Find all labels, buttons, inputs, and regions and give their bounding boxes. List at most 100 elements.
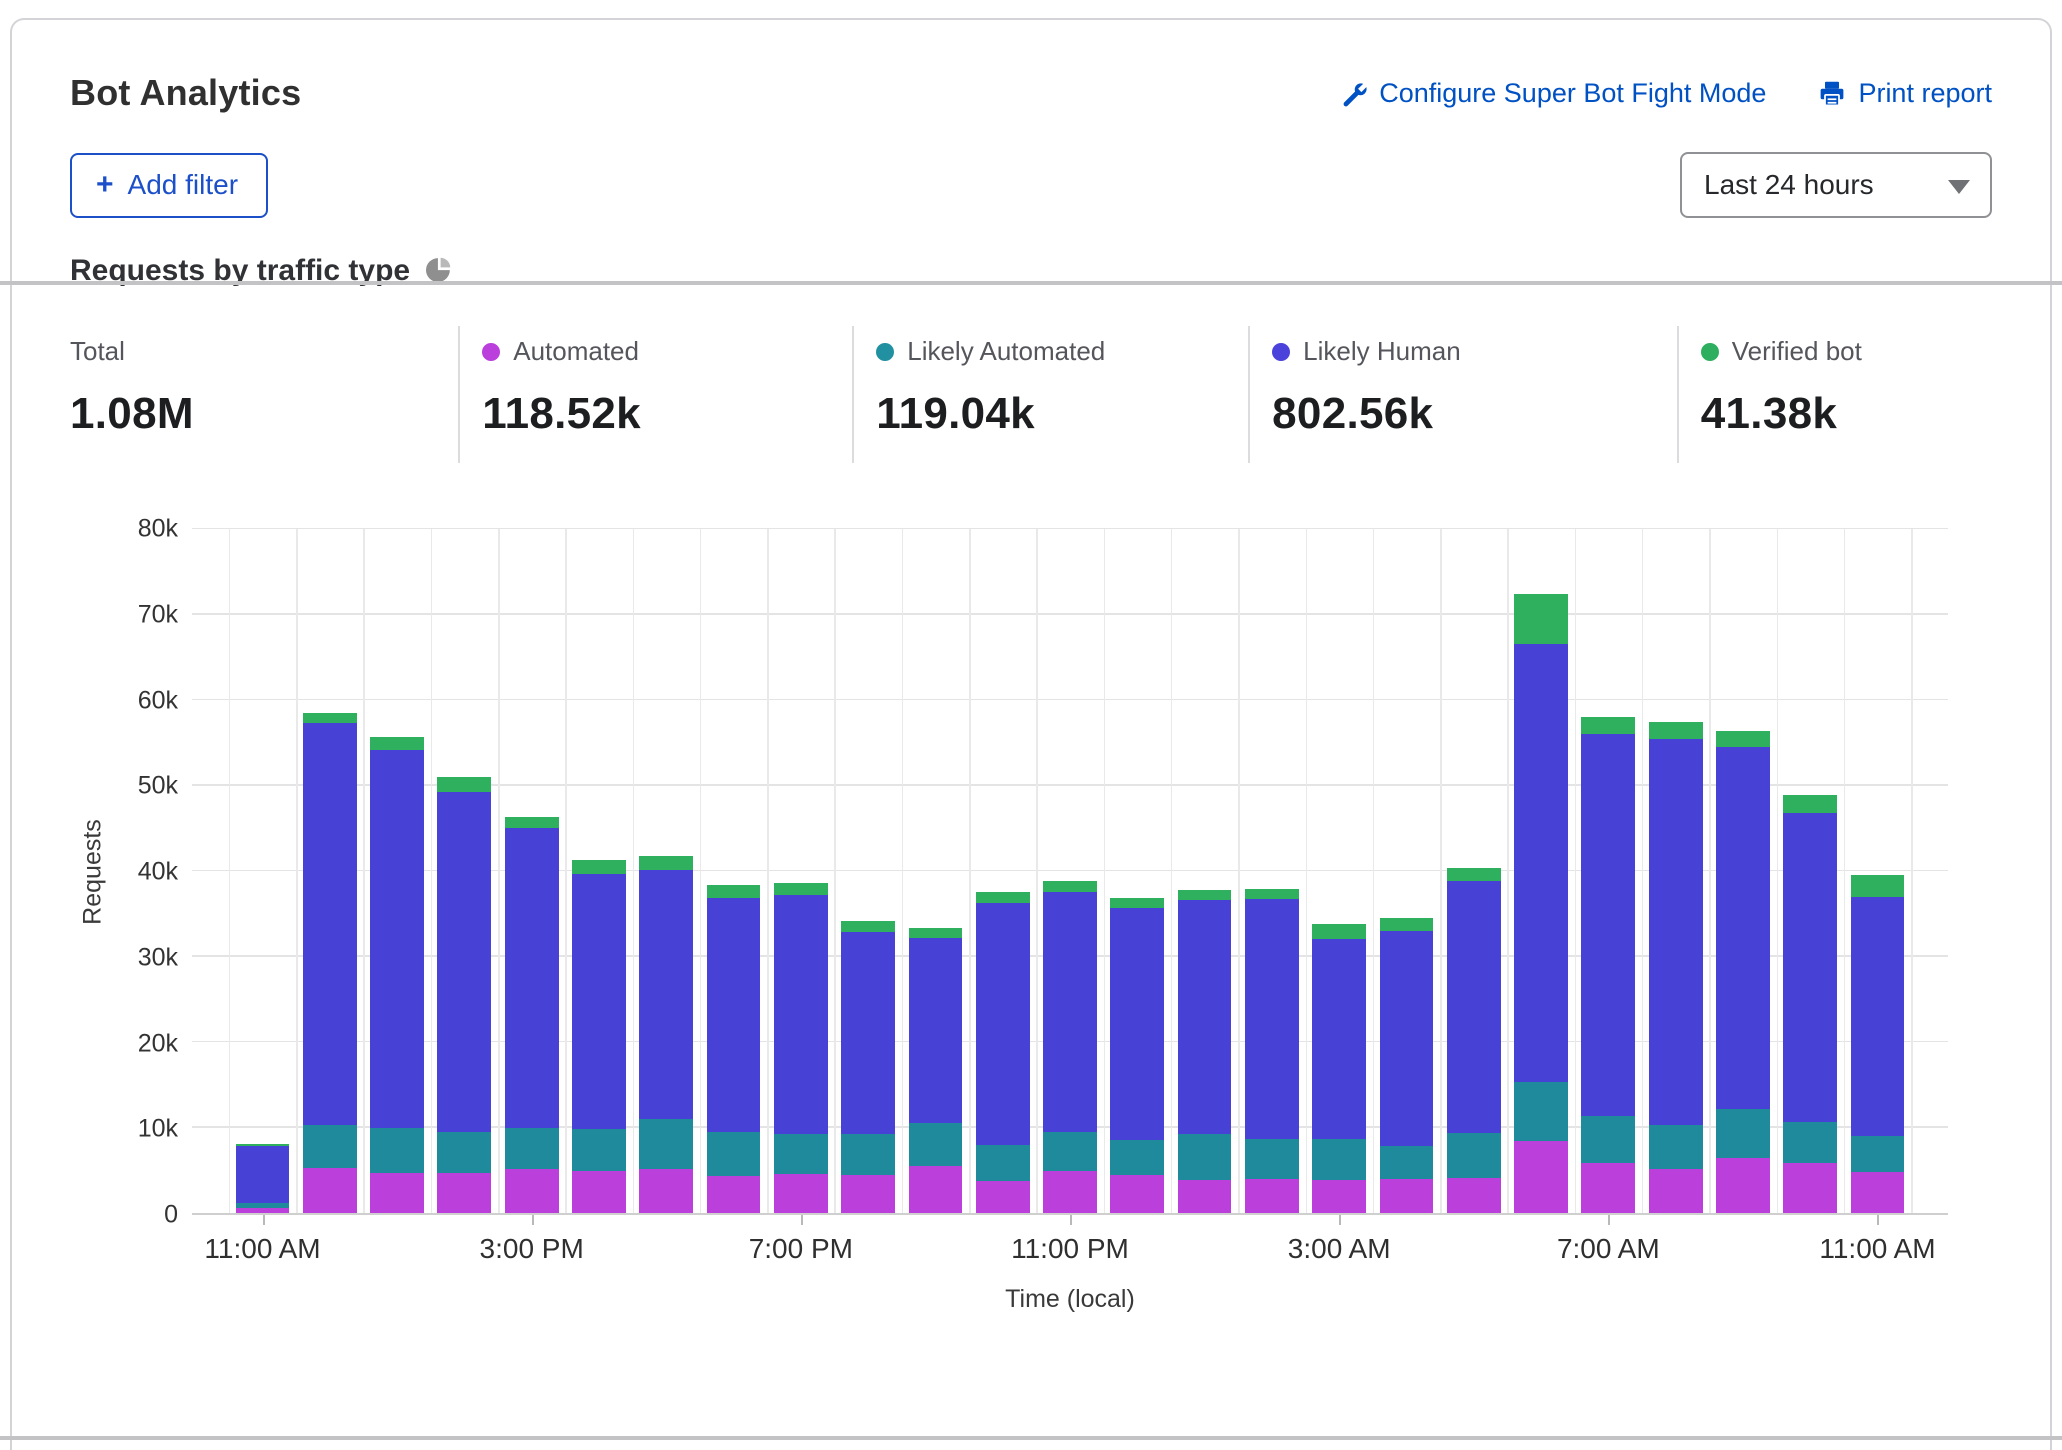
bar-segment-verified-bot[interactable] [1783,795,1837,813]
bar-segment-verified-bot[interactable] [639,856,693,871]
bar-segment-automated[interactable] [1783,1163,1837,1213]
bar-segment-likely-human[interactable] [1312,939,1366,1139]
bar-segment-verified-bot[interactable] [841,921,895,932]
bar-segment-verified-bot[interactable] [909,928,963,937]
bar-segment-verified-bot[interactable] [1043,881,1097,891]
bar-segment-automated[interactable] [437,1173,491,1213]
bar-segment-automated[interactable] [572,1171,626,1213]
bar-segment-automated[interactable] [1178,1180,1232,1213]
bar-segment-likely-automated[interactable] [1783,1122,1837,1164]
bar-segment-automated[interactable] [370,1173,424,1213]
bar-segment-verified-bot[interactable] [1514,594,1568,644]
bar-segment-likely-automated[interactable] [1380,1146,1434,1178]
bar-segment-likely-automated[interactable] [909,1123,963,1166]
bar-segment-automated[interactable] [1649,1169,1703,1213]
time-range-dropdown[interactable]: Last 24 hours [1680,152,1992,218]
bar-segment-verified-bot[interactable] [1649,722,1703,739]
bar-segment-likely-human[interactable] [774,895,828,1134]
bar-segment-likely-human[interactable] [236,1146,290,1202]
bar-segment-likely-human[interactable] [1178,900,1232,1134]
bar-segment-likely-automated[interactable] [1110,1140,1164,1175]
bar-segment-likely-automated[interactable] [370,1128,424,1173]
bar-segment-automated[interactable] [639,1169,693,1213]
bar-segment-automated[interactable] [976,1181,1030,1213]
bar-segment-likely-human[interactable] [370,750,424,1127]
bar-segment-verified-bot[interactable] [1245,889,1299,899]
bar-segment-likely-human[interactable] [1783,813,1837,1122]
bar-segment-automated[interactable] [1043,1171,1097,1213]
bar-segment-likely-human[interactable] [1716,747,1770,1109]
bar-segment-automated[interactable] [909,1166,963,1213]
bar-segment-automated[interactable] [707,1176,761,1213]
bar-segment-likely-human[interactable] [437,792,491,1132]
bar-segment-likely-human[interactable] [1851,897,1905,1136]
bar-segment-likely-automated[interactable] [1649,1125,1703,1169]
add-filter-button[interactable]: + Add filter [70,153,268,218]
bar-segment-likely-automated[interactable] [1514,1082,1568,1141]
bar-segment-verified-bot[interactable] [1110,898,1164,908]
bar-segment-likely-human[interactable] [1649,739,1703,1125]
bar-segment-likely-human[interactable] [572,874,626,1130]
bar-segment-automated[interactable] [1447,1178,1501,1213]
bar-segment-verified-bot[interactable] [1312,924,1366,939]
bar-segment-verified-bot[interactable] [774,883,828,895]
bar-segment-likely-automated[interactable] [707,1132,761,1176]
bar-segment-likely-human[interactable] [1043,892,1097,1132]
bar-segment-likely-automated[interactable] [841,1134,895,1175]
bar-segment-likely-automated[interactable] [303,1125,357,1168]
bar-segment-verified-bot[interactable] [1851,875,1905,896]
bar-segment-verified-bot[interactable] [370,737,424,751]
bar-segment-likely-human[interactable] [1110,908,1164,1141]
bar-segment-likely-automated[interactable] [1716,1109,1770,1159]
bar-segment-verified-bot[interactable] [1380,918,1434,931]
bar-segment-likely-automated[interactable] [236,1203,290,1208]
bar-segment-automated[interactable] [1716,1158,1770,1213]
bar-segment-verified-bot[interactable] [572,860,626,874]
bar-segment-likely-human[interactable] [707,898,761,1132]
bar-segment-likely-human[interactable] [505,828,559,1127]
bar-segment-automated[interactable] [1851,1172,1905,1213]
bar-segment-likely-human[interactable] [639,870,693,1119]
bar-segment-likely-automated[interactable] [639,1119,693,1169]
bar-segment-likely-human[interactable] [1380,931,1434,1146]
bar-segment-automated[interactable] [236,1208,290,1213]
bar-segment-likely-automated[interactable] [1447,1133,1501,1178]
bar-segment-automated[interactable] [1312,1180,1366,1213]
bar-segment-likely-automated[interactable] [1312,1139,1366,1179]
bar-segment-verified-bot[interactable] [236,1144,290,1147]
bar-segment-likely-automated[interactable] [572,1129,626,1171]
bar-segment-likely-automated[interactable] [1851,1136,1905,1172]
bar-segment-automated[interactable] [774,1174,828,1213]
bar-segment-likely-human[interactable] [841,932,895,1135]
bar-segment-automated[interactable] [505,1169,559,1213]
bar-segment-likely-automated[interactable] [1178,1134,1232,1179]
bar-segment-verified-bot[interactable] [1178,890,1232,900]
bar-segment-likely-automated[interactable] [1581,1116,1635,1163]
bar-segment-verified-bot[interactable] [1716,731,1770,747]
bar-segment-likely-automated[interactable] [1043,1132,1097,1171]
bar-segment-likely-human[interactable] [976,903,1030,1145]
bar-segment-verified-bot[interactable] [1447,868,1501,882]
bar-segment-likely-human[interactable] [1514,644,1568,1082]
bar-segment-verified-bot[interactable] [976,892,1030,902]
bar-segment-likely-automated[interactable] [437,1132,491,1173]
bar-segment-verified-bot[interactable] [1581,717,1635,734]
bar-segment-automated[interactable] [1380,1179,1434,1213]
print-report-link[interactable]: Print report [1818,78,1992,109]
bar-segment-likely-human[interactable] [303,723,357,1125]
bar-segment-automated[interactable] [1110,1175,1164,1213]
bar-segment-automated[interactable] [303,1168,357,1213]
bar-segment-likely-human[interactable] [1447,881,1501,1132]
bar-segment-likely-human[interactable] [1581,734,1635,1116]
bar-segment-automated[interactable] [1581,1163,1635,1213]
bar-segment-likely-human[interactable] [909,938,963,1124]
bar-segment-likely-automated[interactable] [976,1145,1030,1181]
bar-segment-verified-bot[interactable] [707,885,761,898]
configure-super-bot-fight-mode-link[interactable]: Configure Super Bot Fight Mode [1339,78,1766,109]
bar-segment-automated[interactable] [841,1175,895,1213]
bar-segment-likely-automated[interactable] [505,1128,559,1170]
bar-segment-likely-human[interactable] [1245,899,1299,1138]
bar-segment-verified-bot[interactable] [437,777,491,792]
bar-segment-automated[interactable] [1514,1141,1568,1213]
bar-segment-verified-bot[interactable] [303,713,357,723]
